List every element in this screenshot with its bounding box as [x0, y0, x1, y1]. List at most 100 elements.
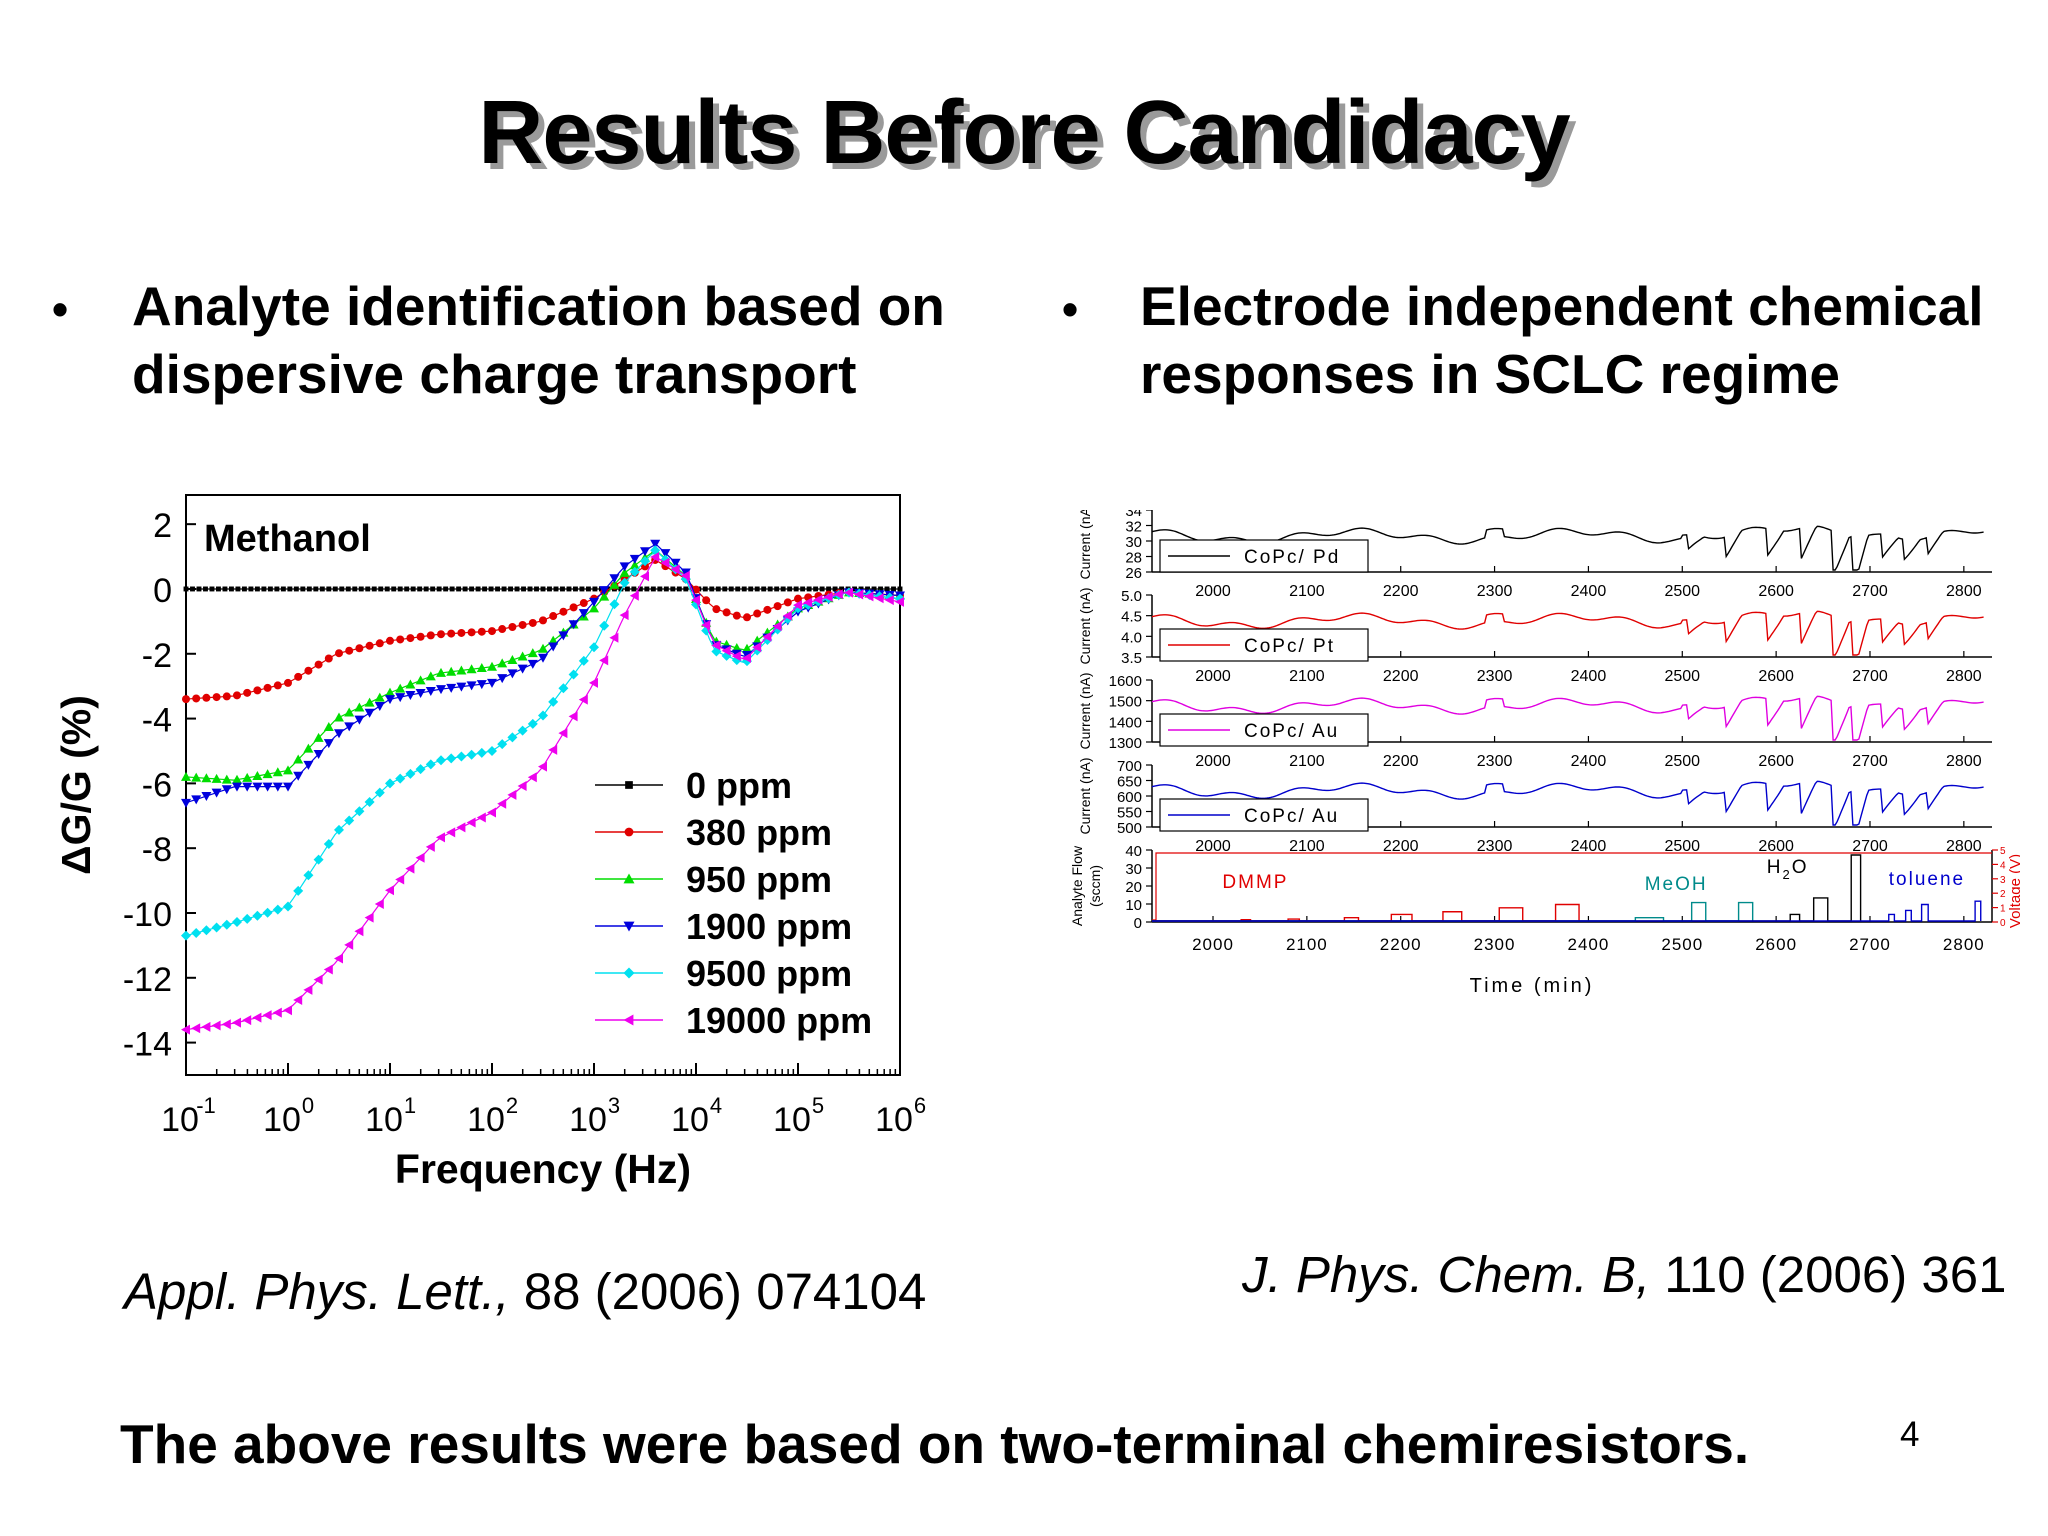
data-point	[619, 610, 629, 621]
panel-y-tick-label: 600	[1117, 789, 1142, 806]
time-axis-label: Time (min)	[1470, 975, 1595, 997]
panel-x-tick-label: 2700	[1852, 753, 1888, 770]
data-point	[323, 739, 334, 749]
data-point	[334, 824, 344, 835]
x-tick-exponent: -1	[196, 1093, 216, 1118]
data-point	[833, 589, 843, 600]
data-point	[274, 586, 280, 592]
legend-label: 9500 ppm	[686, 953, 852, 994]
panel-x-tick-label: 2700	[1852, 583, 1888, 600]
panel-x-tick-label: 2100	[1289, 753, 1325, 770]
right-citation-journal: J. Phys. Chem. B,	[1242, 1246, 1651, 1303]
analyte-label: DMMP	[1222, 872, 1288, 893]
data-point	[487, 807, 496, 818]
data-point	[430, 586, 436, 592]
data-point	[378, 586, 384, 592]
legend-marker	[623, 1014, 634, 1026]
data-point	[624, 586, 630, 592]
data-point	[415, 764, 426, 775]
series-line	[185, 559, 901, 700]
panel-x-tick-label: 2600	[1758, 838, 1794, 855]
data-point	[253, 686, 262, 695]
data-point	[283, 1005, 292, 1016]
data-point	[589, 603, 599, 613]
data-point	[446, 753, 457, 764]
bullet-marker-right: •	[1062, 283, 1079, 335]
data-point	[514, 586, 520, 592]
data-point	[396, 635, 405, 644]
voltage-tick-label: 3	[2000, 875, 2006, 886]
data-point	[306, 586, 312, 592]
data-point	[631, 586, 637, 592]
right-citation: J. Phys. Chem. B, 110 (2006) 361	[1242, 1245, 2006, 1304]
data-point	[488, 586, 494, 592]
data-point	[395, 874, 405, 885]
data-point	[558, 683, 569, 694]
data-point	[518, 620, 527, 629]
data-point	[640, 547, 650, 557]
data-point	[252, 910, 263, 921]
data-point	[701, 620, 711, 631]
data-point	[650, 586, 656, 592]
data-point	[527, 659, 538, 669]
legend-entry: 950 ppm	[595, 859, 832, 900]
data-point	[313, 974, 323, 985]
voltage-axis-label: Voltage (V)	[2007, 854, 2020, 928]
data-point	[181, 771, 191, 781]
data-point	[191, 927, 202, 938]
data-point	[813, 594, 823, 605]
data-point	[528, 618, 537, 627]
data-point	[507, 732, 518, 743]
data-point	[660, 554, 671, 565]
data-point	[352, 586, 358, 592]
data-point	[884, 595, 894, 606]
data-point	[578, 694, 588, 705]
data-point	[456, 751, 467, 762]
data-point	[640, 556, 650, 567]
data-point	[466, 817, 476, 828]
data-point	[284, 678, 292, 687]
data-point	[446, 827, 456, 838]
flow-y-tick-label: 10	[1125, 897, 1142, 914]
data-point	[762, 635, 773, 646]
data-point	[436, 685, 446, 695]
data-point	[405, 863, 415, 874]
data-point	[637, 586, 643, 592]
flow-y-tick-label: 20	[1125, 879, 1142, 896]
data-point	[670, 564, 680, 575]
data-point	[221, 1019, 231, 1030]
flow-x-tick-label: 2300	[1474, 935, 1516, 954]
data-point	[568, 711, 578, 722]
y-tick-label: 0	[153, 572, 172, 610]
panel-legend-label: CoPc/ Au	[1244, 806, 1339, 827]
data-point	[345, 646, 354, 655]
y-tick-label: -6	[142, 766, 172, 804]
data-point	[181, 1024, 190, 1035]
data-point	[191, 772, 202, 782]
data-point	[578, 655, 589, 666]
data-point	[406, 634, 415, 643]
data-point	[854, 589, 864, 600]
data-point	[507, 654, 518, 664]
panel-x-tick-label: 2100	[1289, 838, 1325, 855]
voltage-tick-label: 2	[2000, 889, 2006, 900]
data-point	[293, 754, 304, 764]
data-point	[243, 688, 252, 697]
data-point	[641, 562, 649, 571]
data-point	[589, 642, 599, 653]
panel-3: 1600 1500 1400 1300 Current (nA) 2000 2100 2200…	[1077, 672, 1992, 770]
data-point	[670, 558, 681, 568]
data-point	[209, 586, 215, 592]
data-point	[283, 765, 293, 775]
data-point	[663, 586, 669, 592]
data-point	[344, 815, 355, 826]
data-point	[293, 995, 303, 1006]
panel-trace	[1151, 525, 1984, 571]
data-point	[232, 917, 242, 928]
data-point	[568, 669, 579, 680]
data-point	[589, 597, 599, 607]
data-point	[466, 664, 477, 674]
data-point	[404, 586, 410, 592]
data-point	[553, 586, 559, 592]
